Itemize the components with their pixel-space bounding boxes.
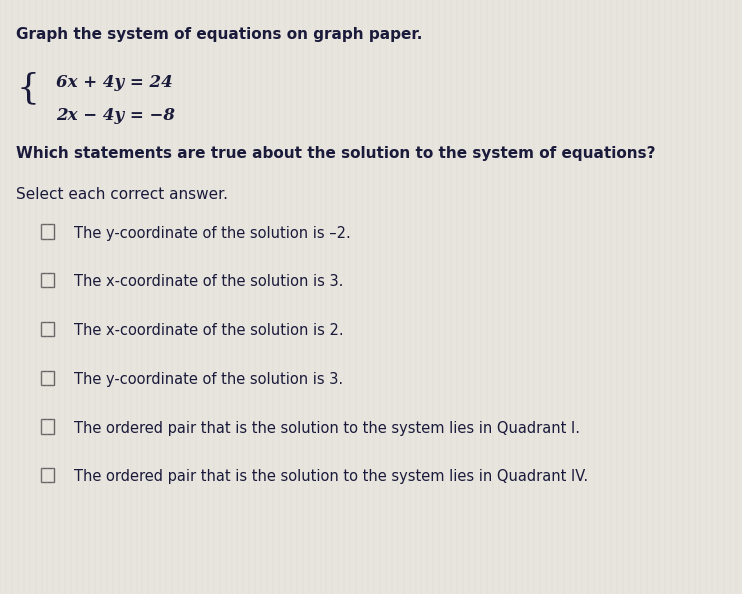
Bar — [41, 419, 54, 434]
Bar — [41, 468, 54, 482]
Text: The ordered pair that is the solution to the system lies in Quadrant I.: The ordered pair that is the solution to… — [74, 421, 580, 435]
Text: The ordered pair that is the solution to the system lies in Quadrant IV.: The ordered pair that is the solution to… — [74, 469, 588, 484]
Text: The x-coordinate of the solution is 3.: The x-coordinate of the solution is 3. — [74, 274, 344, 289]
Bar — [41, 322, 54, 336]
Text: The y-coordinate of the solution is 3.: The y-coordinate of the solution is 3. — [74, 372, 344, 387]
Text: Graph the system of equations on graph paper.: Graph the system of equations on graph p… — [16, 27, 423, 42]
Text: Which statements are true about the solution to the system of equations?: Which statements are true about the solu… — [16, 146, 656, 160]
Text: 2x − 4y = −8: 2x − 4y = −8 — [56, 107, 174, 124]
Text: The x-coordinate of the solution is 2.: The x-coordinate of the solution is 2. — [74, 323, 344, 338]
Bar — [41, 273, 54, 287]
Text: {: { — [16, 71, 39, 105]
Bar — [41, 371, 54, 385]
Bar — [41, 225, 54, 239]
Text: The y-coordinate of the solution is –2.: The y-coordinate of the solution is –2. — [74, 226, 351, 241]
Text: 6x + 4y = 24: 6x + 4y = 24 — [56, 74, 172, 91]
Text: Select each correct answer.: Select each correct answer. — [16, 187, 229, 202]
